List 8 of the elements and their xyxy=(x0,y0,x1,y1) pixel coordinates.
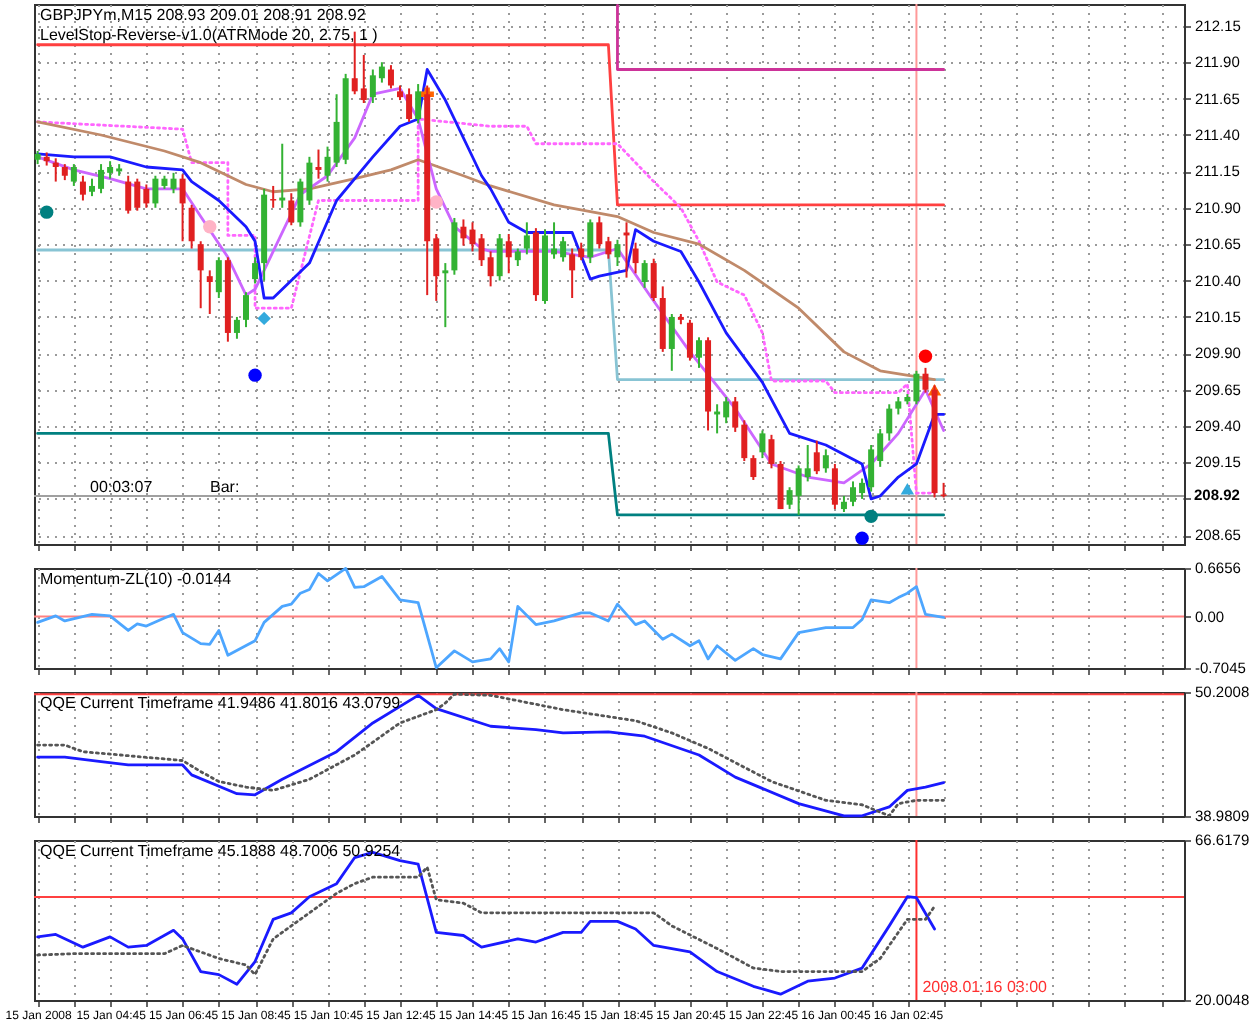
chart-title: QQE Current Timeframe 45.1888 48.7006 50.9254 xyxy=(40,842,402,860)
text: LevelStop-Reverse-v1.0(ATRMode 20, 2.75, 1 ) xyxy=(40,26,379,44)
annotation: Bar: xyxy=(210,478,240,496)
chart-title: GBPJPYm,M15 208.93 209.01 208.91 208.92 xyxy=(40,6,367,24)
annotation: 00:03:07 xyxy=(90,478,154,496)
ref-line-label: 2008.01.16 03:00 xyxy=(922,978,1049,996)
chart-title: Momentum-ZL(10) -0.0144 xyxy=(40,570,233,588)
chart-title: QQE Current Timeframe 41.9486 41.8016 43.0799 xyxy=(40,694,402,712)
